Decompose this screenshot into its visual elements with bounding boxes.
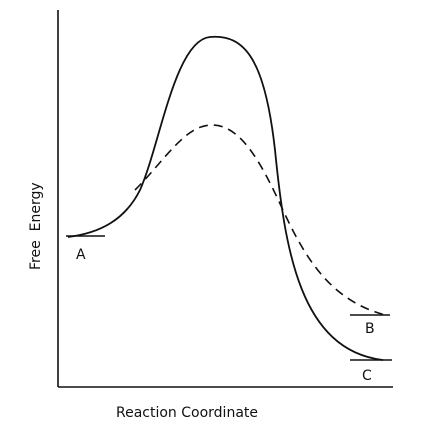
y-axis-title: Free Energy <box>28 182 44 270</box>
state-b-label: B <box>365 321 375 337</box>
dashed-energy-curve <box>134 124 386 316</box>
state-c-label: C <box>362 368 372 384</box>
state-a-label: A <box>76 247 86 263</box>
solid-energy-curve <box>67 35 384 361</box>
x-axis-title: Reaction Coordinate <box>116 405 258 421</box>
